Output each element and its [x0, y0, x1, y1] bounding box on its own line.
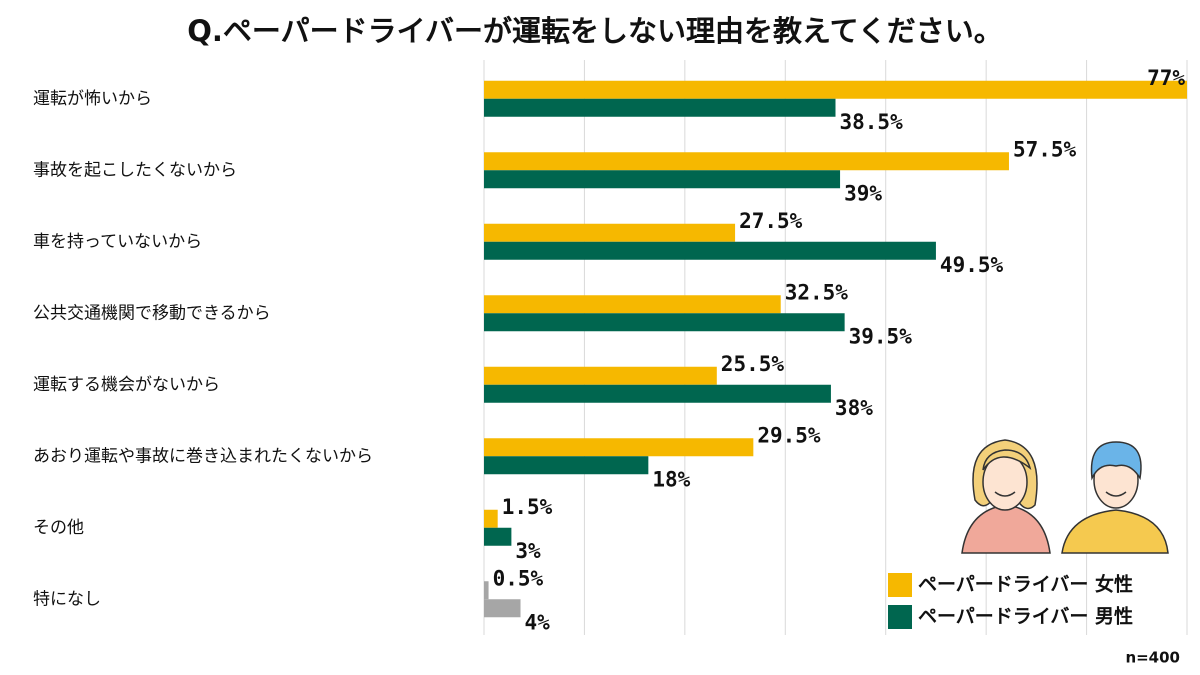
legend-label: ペーパードライバー 男性: [918, 605, 1133, 628]
bar: [484, 152, 1009, 171]
bar: [484, 384, 831, 403]
legend-swatch: [888, 573, 912, 597]
category-label: あおり運転や事故に巻き込まれたくないから: [33, 446, 373, 466]
legend-swatch: [888, 605, 912, 629]
bar: [484, 581, 489, 600]
value-label: 29.5%: [757, 423, 821, 447]
category-label: 運転する機会がないから: [33, 375, 220, 395]
sample-note: n=400: [1125, 649, 1180, 667]
chart-title: Q.ペーパードライバーが運転をしない理由を教えてください。: [187, 14, 1002, 48]
value-label: 49.5%: [940, 253, 1004, 277]
value-label: 0.5%: [493, 566, 544, 590]
value-label: 39%: [844, 181, 882, 205]
legend-label: ペーパードライバー 女性: [918, 573, 1133, 596]
value-label: 32.5%: [785, 280, 849, 304]
bar: [484, 366, 717, 385]
category-label: その他: [33, 518, 84, 538]
value-label: 18%: [652, 467, 690, 491]
category-label: 事故を起こしたくないから: [33, 160, 237, 180]
bar: [484, 80, 1187, 99]
category-label: 特になし: [33, 589, 101, 609]
bar: [484, 241, 936, 260]
bar: [484, 223, 736, 242]
value-label: 57.5%: [1013, 137, 1077, 161]
bar: [484, 599, 521, 618]
value-label: 27.5%: [739, 209, 803, 233]
bar: [484, 438, 754, 457]
value-label: 38.5%: [840, 110, 904, 134]
value-label: 38%: [835, 396, 873, 420]
illustration: [961, 439, 1169, 554]
bar: [484, 527, 512, 546]
value-label: 4%: [525, 610, 551, 634]
value-label: 39.5%: [849, 324, 913, 348]
category-label: 車を持っていないから: [33, 232, 202, 252]
plot: 運転が怖いから 77% 38.5% 事故を起こしたくないから 57.5% 39% 車を持って…: [33, 60, 1188, 635]
value-label: 25.5%: [721, 352, 785, 376]
value-label: 1.5%: [502, 495, 553, 519]
bar: [484, 509, 498, 528]
category-label: 運転が怖いから: [33, 89, 152, 109]
bar: [484, 170, 841, 189]
value-label: 77%: [1147, 66, 1185, 90]
bar: [484, 98, 836, 117]
bar: [484, 295, 781, 314]
bar: [484, 313, 845, 332]
bar: [484, 456, 649, 475]
value-label: 3%: [515, 539, 541, 563]
category-label: 公共交通機関で移動できるから: [33, 303, 271, 323]
